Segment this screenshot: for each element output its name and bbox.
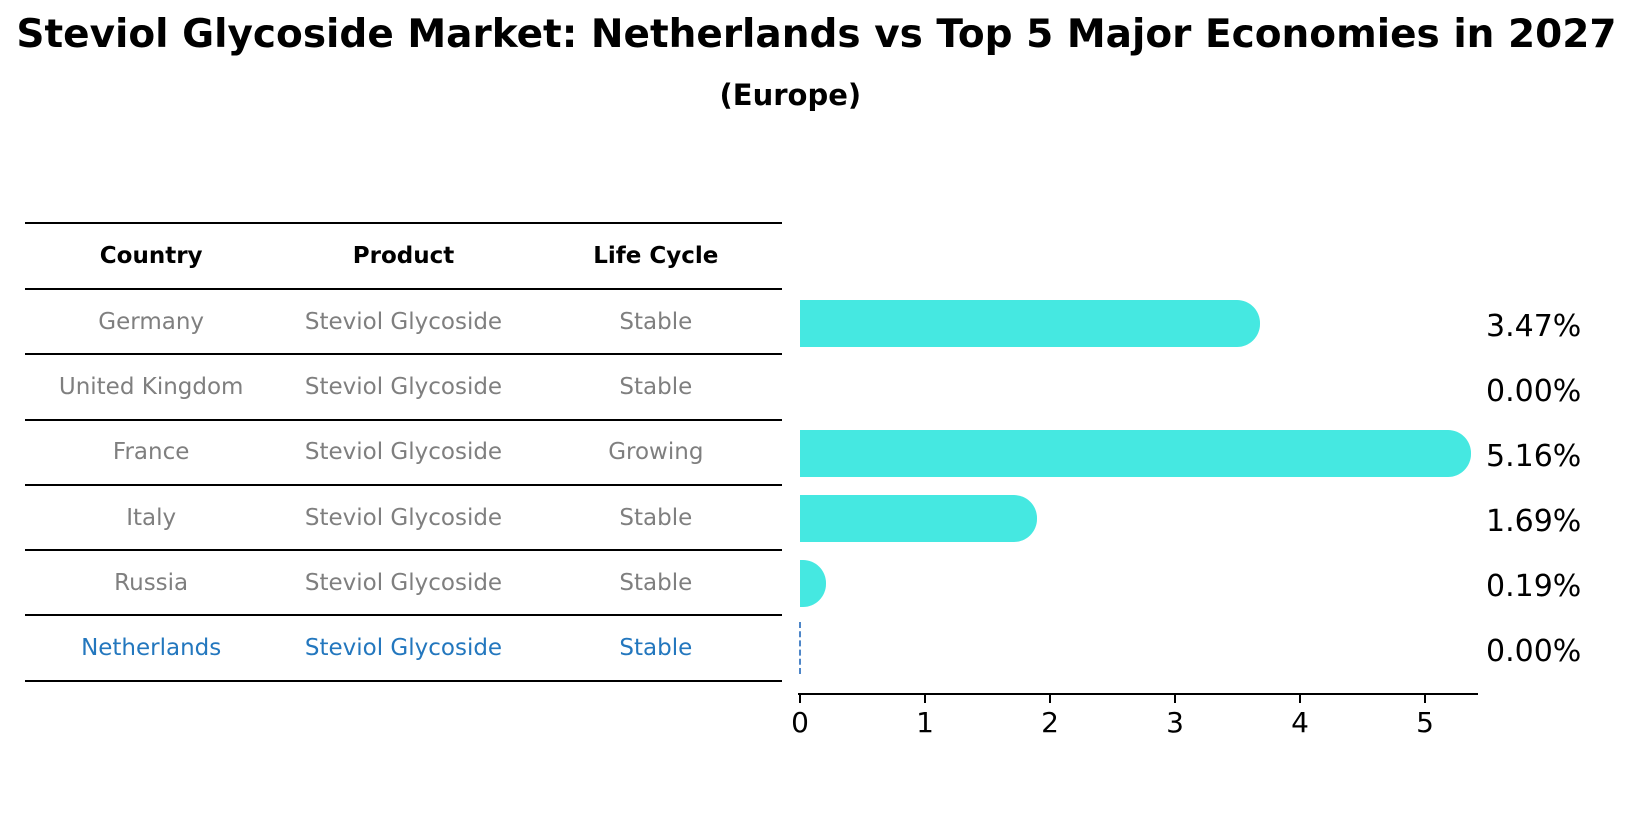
value-label-france: 5.16% <box>1486 439 1582 474</box>
country-cell: France <box>112 439 190 466</box>
x-tick-2 <box>1049 695 1051 703</box>
table-row-italy: Italy Steviol Glycoside Stable <box>25 486 782 552</box>
country-cell: Netherlands <box>81 635 222 662</box>
table-row-netherlands: Netherlands Steviol Glycoside Stable <box>25 616 782 682</box>
country-cell: United Kingdom <box>58 373 244 400</box>
bar-france <box>800 429 1471 477</box>
table-row-united-kingdom: United Kingdom Steviol Glycoside Stable <box>25 355 782 421</box>
table-header-row: Country Product Life Cycle <box>25 224 782 290</box>
value-label-netherlands: 0.00% <box>1486 634 1582 669</box>
country-table: Country Product Life Cycle Germany Stevio… <box>25 222 782 682</box>
bar-italy <box>800 494 1038 542</box>
table-row-russia: Russia Steviol Glycoside Stable <box>25 551 782 617</box>
x-tick-4 <box>1299 695 1301 703</box>
column-header-lifecycle: Life Cycle <box>593 243 719 269</box>
x-tick-label-4: 4 <box>1291 706 1309 739</box>
product-cell: Steviol Glycoside <box>304 439 503 466</box>
bar-germany <box>800 299 1260 347</box>
chart-subtitle: (Europe) <box>719 78 862 112</box>
table-row-france: France Steviol Glycoside Growing <box>25 421 782 486</box>
value-label-russia: 0.19% <box>1486 569 1582 604</box>
table-body: Germany Steviol Glycoside Stable United Kin… <box>25 290 782 682</box>
x-tick-label-5: 5 <box>1416 706 1434 739</box>
x-axis-line <box>798 693 1478 695</box>
x-tick-3 <box>1174 695 1176 703</box>
product-cell: Steviol Glycoside <box>304 569 503 596</box>
x-tick-5 <box>1424 695 1426 703</box>
x-tick-label-3: 3 <box>1166 706 1184 739</box>
x-tick-0 <box>799 695 801 703</box>
x-tick-label-1: 1 <box>916 706 934 739</box>
x-tick-1 <box>924 695 926 703</box>
x-tick-label-2: 2 <box>1041 706 1059 739</box>
lifecycle-cell: Growing <box>608 439 704 466</box>
column-header-product: Product <box>352 243 455 269</box>
product-cell: Steviol Glycoside <box>304 373 503 400</box>
product-cell: Steviol Glycoside <box>304 308 503 335</box>
country-cell: Russia <box>114 569 189 596</box>
x-tick-label-0: 0 <box>791 706 809 739</box>
value-label-united-kingdom: 0.00% <box>1486 374 1582 409</box>
product-cell: Steviol Glycoside <box>304 635 503 662</box>
highlight-zero-dashed-line <box>799 622 801 674</box>
country-cell: Germany <box>98 308 205 335</box>
lifecycle-cell: Stable <box>619 308 693 335</box>
bar-russia <box>800 559 826 607</box>
lifecycle-cell: Stable <box>619 504 693 531</box>
product-cell: Steviol Glycoside <box>304 504 503 531</box>
table-row-germany: Germany Steviol Glycoside Stable <box>25 290 782 356</box>
chart-title: Steviol Glycoside Market: Netherlands vs… <box>16 12 1617 57</box>
country-cell: Italy <box>126 504 177 531</box>
lifecycle-cell: Stable <box>619 373 693 400</box>
lifecycle-cell: Stable <box>619 569 693 596</box>
value-label-italy: 1.69% <box>1486 504 1582 539</box>
value-label-germany: 3.47% <box>1486 309 1582 344</box>
lifecycle-cell: Stable <box>619 635 693 662</box>
column-header-country: Country <box>99 243 203 269</box>
